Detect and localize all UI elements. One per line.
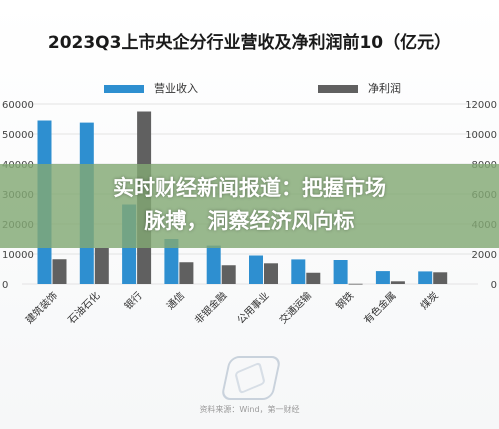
watermark-logo-inner — [234, 361, 266, 395]
profit-bar — [221, 265, 236, 284]
y-right-tick-label: 12000 — [465, 100, 497, 111]
x-tick-label: 有色金属 — [361, 289, 398, 326]
legend-profit-swatch — [318, 85, 358, 93]
legend-revenue: 营业收入 — [104, 80, 198, 96]
headline-banner — [0, 164, 499, 248]
x-tick-label: 煤炭 — [417, 289, 440, 312]
revenue-bar — [291, 259, 306, 284]
source-note: 资料来源：Wind，第一财经 — [199, 405, 300, 414]
y-left-tick-label: 50000 — [2, 130, 34, 141]
y-right-tick-label: 0 — [491, 280, 497, 291]
profit-bar — [94, 248, 109, 284]
y-left-tick-label: 0 — [2, 280, 8, 291]
chart-title: 2023Q3上市央企分行业营收及净利润前10（亿元） — [47, 33, 452, 53]
revenue-bar — [333, 260, 348, 284]
revenue-bar — [375, 271, 390, 284]
x-tick-label: 石油石化 — [65, 289, 102, 326]
revenue-bar — [206, 245, 221, 284]
revenue-bar — [249, 255, 263, 284]
headline-line-1: 实时财经新闻报道：把握市场 — [113, 176, 386, 200]
legend-revenue-swatch — [104, 85, 144, 93]
legend-profit: 净利润 — [318, 80, 401, 96]
x-tick-label: 非银金融 — [192, 289, 229, 326]
y-left-tick-label: 60000 — [2, 100, 34, 111]
x-tick-label: 交通运输 — [276, 289, 313, 326]
profit-bar — [390, 281, 405, 284]
x-tick-label: 建筑装饰 — [23, 289, 60, 326]
profit-bar — [433, 272, 448, 284]
revenue-bar — [418, 271, 433, 284]
x-tick-label: 公用事业 — [234, 289, 271, 326]
headline-line-2: 脉搏，洞察经济风向标 — [144, 209, 355, 233]
profit-bar — [179, 262, 194, 284]
watermark-logo — [220, 356, 282, 400]
y-left-tick-label: 10000 — [2, 250, 34, 261]
profit-bar — [306, 272, 321, 284]
legend-profit-label: 净利润 — [368, 82, 401, 95]
y-right-tick-label: 2000 — [472, 250, 497, 261]
x-tick-label: 钢铁 — [333, 289, 356, 312]
profit-bar — [348, 283, 363, 285]
headline-text: 实时财经新闻报道：把握市场 脉搏，洞察经济风向标 — [0, 172, 499, 238]
legend-revenue-label: 营业收入 — [154, 82, 198, 95]
revenue-bar — [164, 239, 179, 284]
x-tick-label: 通信 — [164, 290, 187, 313]
y-right-tick-label: 10000 — [465, 130, 497, 141]
profit-bar — [52, 259, 67, 284]
profit-bar — [264, 263, 278, 284]
x-tick-label: 银行 — [121, 289, 144, 312]
